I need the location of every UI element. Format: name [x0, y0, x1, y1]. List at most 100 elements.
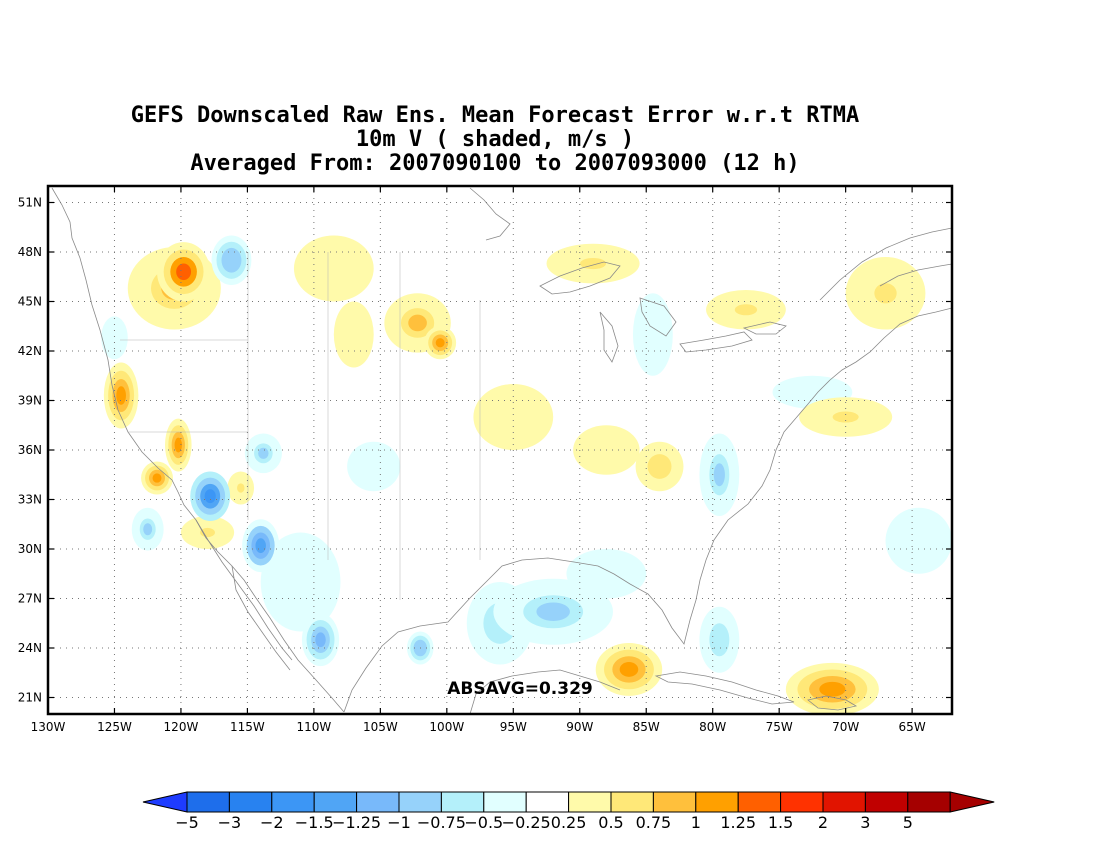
anomaly-contour	[874, 283, 897, 304]
map-title-line-2: 10m V ( shaded, m/s )	[355, 127, 635, 152]
anomaly-contour	[174, 437, 183, 453]
cuba-outline	[654, 671, 795, 705]
colorbar-over-arrow	[949, 791, 995, 813]
colorbar-label: 2	[818, 813, 828, 832]
lat-tick-label: 21N	[18, 691, 42, 705]
lat-tick-label: 48N	[18, 245, 42, 259]
axis-labels: 51N 48N 45N 42N 39N 36N 33N 30N 27N 24N 21N 130W 125…	[18, 186, 952, 734]
anomaly-contour	[408, 314, 427, 332]
colorbar-label: −0.25	[502, 813, 551, 832]
anomaly-contour	[255, 538, 266, 554]
lon-tick-label: 75W	[766, 720, 793, 734]
anomaly-contour	[502, 407, 525, 427]
colorbar-swatch	[907, 791, 951, 813]
lon-tick-label: 110W	[296, 720, 331, 734]
lat-tick-label: 51N	[18, 196, 42, 210]
anomaly-blob	[424, 326, 457, 360]
colorbar-label: −0.75	[417, 813, 466, 832]
colorbar-label: 3	[860, 813, 870, 832]
anomaly-contour	[237, 483, 245, 493]
anomaly-contour	[435, 338, 445, 348]
anomaly-contour	[200, 527, 215, 538]
colorbar-swatch	[780, 791, 824, 813]
anomaly-contour	[116, 386, 126, 405]
anomaly-contour	[819, 681, 846, 697]
colorbar: −5 −3 −2 −1.5−1.25 −1 −0.75−0.5−0.25 0.25 0.5 0.…	[142, 791, 995, 832]
graticule-grid	[48, 186, 952, 714]
anomaly-blob	[333, 301, 374, 368]
anomaly-blob	[635, 441, 684, 492]
anomaly-blob	[164, 418, 192, 472]
anomaly-blob	[699, 606, 740, 673]
colorbar-swatch	[356, 791, 400, 813]
colorbar-label: 1	[691, 813, 701, 832]
colorbar-label: −3	[218, 813, 242, 832]
lon-tick-label: 125W	[97, 720, 132, 734]
lat-tick-label: 45N	[18, 295, 42, 309]
lat-tick-label: 39N	[18, 394, 42, 408]
colorbar-swatch	[186, 791, 230, 813]
colorbar-label: 0.5	[598, 813, 623, 832]
colorbar-swatch	[737, 791, 782, 813]
colorbar-under-arrow	[142, 791, 188, 813]
anomaly-contour	[152, 473, 162, 483]
colorbar-swatch	[864, 791, 909, 813]
anomaly-contour	[366, 459, 382, 474]
lon-tick-label: 105W	[363, 720, 398, 734]
colorbar-swatch	[483, 791, 527, 813]
anomaly-contour	[713, 463, 725, 487]
colorbar-label: 0.25	[551, 813, 587, 832]
anomaly-contour	[536, 602, 570, 621]
anomaly-contour	[348, 325, 360, 344]
lat-tick-label: 33N	[18, 493, 42, 507]
anomaly-blob	[706, 289, 786, 330]
coastline-outlines	[51, 187, 952, 714]
anomaly-blob	[211, 235, 252, 285]
great-lakes-outline	[539, 261, 787, 363]
colorbar-swatch	[652, 791, 697, 813]
colorbar-label: −2	[260, 813, 284, 832]
colorbar-swatch	[822, 791, 866, 813]
shaded-field	[101, 235, 952, 714]
anomaly-contour	[258, 447, 269, 459]
lon-tick-label: 65W	[899, 720, 926, 734]
anomaly-blob	[131, 507, 164, 551]
anomaly-contour	[734, 304, 758, 316]
colorbar-swatch	[695, 791, 739, 813]
lon-tick-label: 90W	[566, 720, 593, 734]
baja-california-outline	[195, 519, 293, 671]
anomaly-contour	[832, 411, 859, 423]
colorbar-label: 1.25	[720, 813, 756, 832]
anomaly-contour	[204, 489, 216, 504]
colorbar-swatch	[568, 791, 612, 813]
anomaly-contour	[713, 630, 725, 649]
anomaly-contour	[289, 568, 312, 596]
colorbar-swatch	[440, 791, 485, 813]
anomaly-contour	[322, 259, 345, 278]
absavg-label: ABSAVG=0.329	[447, 679, 593, 699]
anomaly-blob	[260, 532, 341, 632]
anomaly-blob	[595, 643, 663, 696]
anomaly-contour	[619, 662, 639, 677]
anomaly-contour	[595, 566, 618, 581]
anomaly-blob	[546, 243, 640, 284]
colorbar-swatch	[525, 791, 570, 813]
anomaly-blob	[227, 471, 255, 505]
state-borders	[120, 252, 481, 600]
anomaly-blob	[242, 519, 280, 573]
lon-tick-label: 80W	[699, 720, 726, 734]
lon-tick-label: 115W	[230, 720, 265, 734]
lon-tick-label: 95W	[500, 720, 527, 734]
colorbar-swatch	[228, 791, 273, 813]
anomaly-blob	[103, 362, 139, 429]
anomaly-blob	[493, 578, 613, 645]
anomaly-contour	[652, 459, 667, 474]
canada-coastline	[469, 187, 952, 301]
colorbar-label: 5	[903, 813, 913, 832]
colorbar-swatch	[271, 791, 315, 813]
anomaly-blob	[293, 235, 374, 302]
lat-tick-label: 36N	[18, 443, 42, 457]
colorbar-label: 0.75	[636, 813, 672, 832]
lon-tick-label: 100W	[429, 720, 464, 734]
